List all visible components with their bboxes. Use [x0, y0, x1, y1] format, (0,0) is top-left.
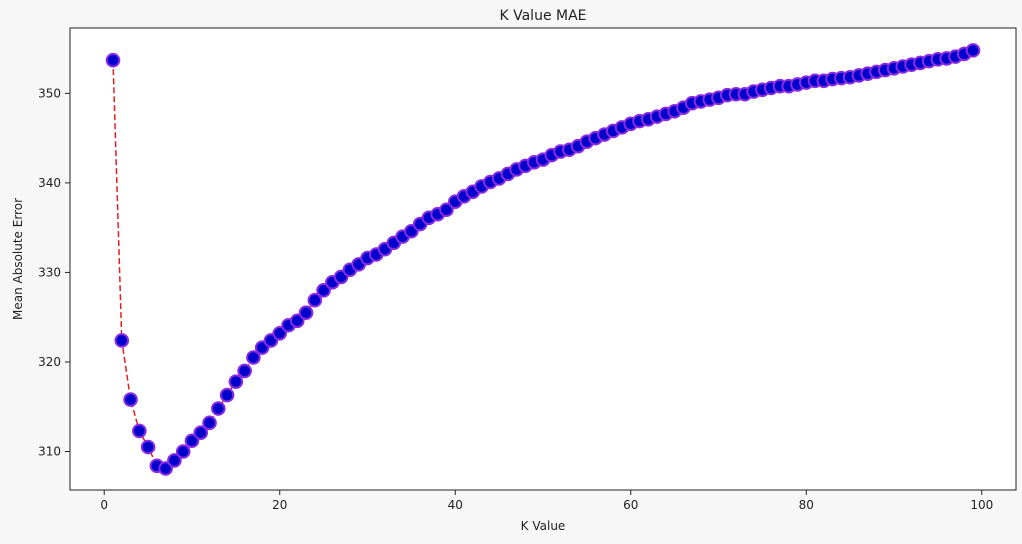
data-point [193, 425, 209, 441]
y-tick-label: 350 [38, 86, 61, 100]
x-axis-label: K Value [521, 519, 566, 533]
x-tick-label: 0 [100, 498, 108, 512]
data-point [246, 350, 261, 365]
y-tick-label: 310 [38, 445, 61, 459]
data-point [439, 202, 454, 218]
data-point [167, 453, 182, 468]
data-point [219, 387, 235, 403]
plot-area [70, 28, 1016, 490]
data-point [132, 423, 147, 439]
x-tick-label: 100 [970, 498, 993, 512]
y-tick-label: 320 [38, 355, 61, 369]
y-axis: 310 320 330 340 350 [38, 86, 70, 459]
data-point [184, 433, 200, 449]
data-points [105, 43, 981, 476]
data-point [158, 461, 173, 476]
x-tick-label: 20 [272, 498, 287, 512]
data-point [298, 305, 314, 321]
x-tick-label: 40 [448, 498, 463, 512]
data-point [114, 333, 130, 348]
data-point [228, 374, 244, 389]
data-point [202, 415, 217, 431]
data-point [237, 363, 252, 379]
y-tick-label: 340 [38, 176, 61, 190]
x-tick-label: 80 [799, 498, 814, 512]
y-tick-label: 330 [38, 265, 61, 279]
data-point [289, 313, 305, 329]
data-point [965, 43, 981, 58]
data-point [307, 292, 323, 308]
x-axis: 0 20 40 60 80 100 [100, 490, 993, 512]
data-point [140, 439, 156, 455]
data-point [211, 401, 226, 416]
chart-title: K Value MAE [499, 8, 586, 24]
data-point [272, 326, 288, 341]
plot-frame [69, 27, 1017, 491]
x-tick-label: 60 [623, 498, 638, 512]
data-point [175, 444, 191, 459]
data-point [105, 52, 121, 68]
y-axis-label: Mean Absolute Error [11, 198, 25, 320]
data-point [123, 392, 138, 407]
data-point [316, 283, 331, 298]
